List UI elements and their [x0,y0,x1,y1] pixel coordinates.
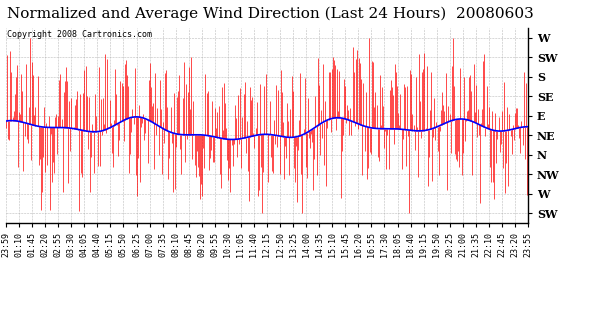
Text: Normalized and Average Wind Direction (Last 24 Hours)  20080603: Normalized and Average Wind Direction (L… [7,6,533,20]
Text: Copyright 2008 Cartronics.com: Copyright 2008 Cartronics.com [7,30,152,39]
